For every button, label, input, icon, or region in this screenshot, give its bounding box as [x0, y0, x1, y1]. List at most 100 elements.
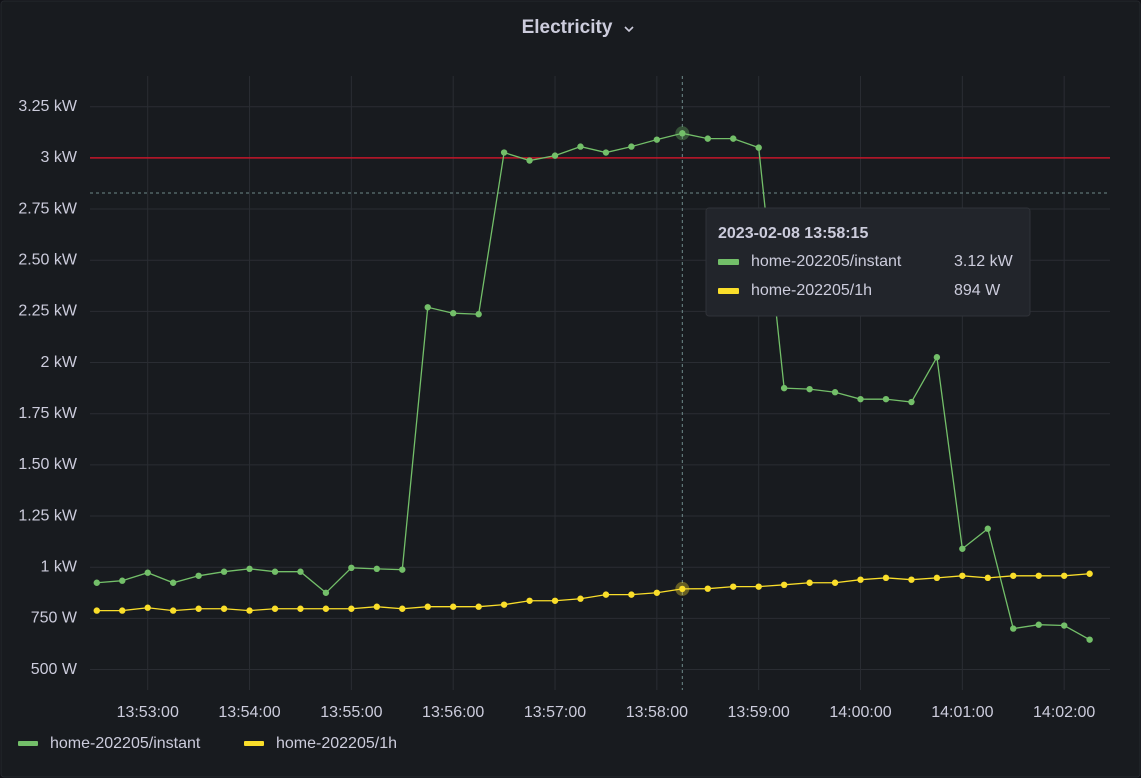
- data-point: [602, 149, 610, 156]
- data-point: [144, 569, 151, 576]
- data-point: [144, 604, 151, 611]
- y-tick-label: 750 W: [31, 610, 78, 627]
- tooltip-box: [705, 207, 1031, 317]
- data-point: [780, 384, 788, 392]
- data-point: [220, 568, 228, 575]
- data-point: [780, 581, 788, 589]
- data-point: [322, 605, 330, 612]
- data-point: [602, 591, 610, 598]
- data-point: [195, 605, 202, 612]
- data-point: [730, 135, 737, 142]
- legend-label: home-202205/1h: [276, 735, 397, 752]
- data-point: [526, 157, 533, 164]
- data-point: [908, 398, 915, 406]
- tooltip-value: 894 W: [954, 282, 1001, 299]
- data-point: [806, 579, 813, 586]
- x-tick-label: 13:56:00: [422, 704, 484, 721]
- y-tick-label: 2 kW: [41, 354, 78, 371]
- data-point: [526, 597, 533, 604]
- x-tick-label: 13:58:00: [626, 704, 688, 721]
- series-line: [96, 132, 1090, 641]
- data-point: [959, 572, 966, 579]
- y-tick-label: 1.25 kW: [18, 507, 78, 524]
- data-point: [246, 607, 253, 614]
- data-point: [195, 572, 202, 579]
- data-point: [806, 385, 813, 393]
- title-chevron[interactable]: [624, 26, 634, 33]
- tooltip-value: 3.12 kW: [954, 253, 1014, 270]
- data-point: [730, 583, 737, 590]
- data-point: [373, 565, 381, 573]
- y-tick-label: 2.75 kW: [18, 200, 78, 217]
- y-tick-label: 500 W: [31, 661, 78, 678]
- data-point: [1035, 621, 1042, 628]
- data-point: [399, 605, 406, 612]
- x-tick-label: 14:00:00: [829, 704, 891, 721]
- data-point: [679, 130, 686, 137]
- data-point: [169, 579, 177, 586]
- data-point: [475, 603, 482, 610]
- series-line: [96, 573, 1090, 612]
- data-point: [1060, 622, 1068, 629]
- tooltip-swatch: [718, 288, 739, 294]
- data-point: [246, 565, 253, 573]
- tooltip-swatch: [718, 259, 739, 265]
- data-point: [831, 579, 839, 586]
- data-point: [119, 577, 126, 584]
- data-point: [577, 595, 584, 602]
- y-tick-label: 1.50 kW: [18, 456, 78, 473]
- data-point: [857, 576, 864, 583]
- data-point: [424, 603, 431, 610]
- data-point: [755, 144, 762, 151]
- x-tick-label: 14:01:00: [931, 704, 993, 721]
- data-point: [755, 583, 762, 590]
- data-point: [577, 143, 584, 150]
- data-point: [348, 564, 355, 572]
- data-point: [500, 149, 508, 156]
- legend-label: home-202205/instant: [50, 735, 201, 752]
- tooltip-series: home-202205/1h: [751, 282, 872, 299]
- chart-title[interactable]: Electricity: [522, 17, 613, 38]
- data-point: [449, 603, 457, 610]
- x-tick-label: 14:02:00: [1033, 704, 1095, 721]
- data-point: [297, 568, 304, 575]
- x-tick-label: 13:59:00: [728, 704, 790, 721]
- data-point: [704, 135, 711, 142]
- data-point: [933, 574, 941, 582]
- data-point: [271, 568, 279, 575]
- y-tick-label: 3.25 kW: [18, 98, 78, 115]
- data-point: [1086, 636, 1093, 643]
- data-point: [1086, 570, 1093, 577]
- data-point: [933, 354, 941, 361]
- data-point: [704, 585, 711, 592]
- legend-swatch: [244, 741, 264, 746]
- data-point: [500, 601, 508, 608]
- data-point: [882, 574, 890, 582]
- data-point: [984, 525, 992, 532]
- data-point: [959, 545, 966, 552]
- data-point: [119, 607, 126, 614]
- data-point: [220, 605, 228, 612]
- data-point: [984, 574, 992, 582]
- data-point: [882, 395, 890, 403]
- data-point: [399, 566, 406, 573]
- tooltip-series: home-202205/instant: [751, 253, 902, 270]
- y-tick-label: 1.75 kW: [18, 405, 78, 422]
- data-point: [297, 605, 304, 612]
- data-point: [322, 589, 330, 596]
- data-point: [348, 605, 355, 612]
- x-tick-label: 13:54:00: [218, 704, 280, 721]
- data-point: [424, 304, 431, 311]
- x-tick-label: 13:55:00: [320, 704, 382, 721]
- data-point: [628, 591, 635, 598]
- data-point: [653, 136, 661, 143]
- data-point: [93, 579, 100, 586]
- data-point: [271, 605, 279, 612]
- y-tick-label: 1 kW: [41, 558, 78, 575]
- data-point: [679, 585, 686, 593]
- data-point: [628, 143, 635, 150]
- data-point: [551, 597, 559, 604]
